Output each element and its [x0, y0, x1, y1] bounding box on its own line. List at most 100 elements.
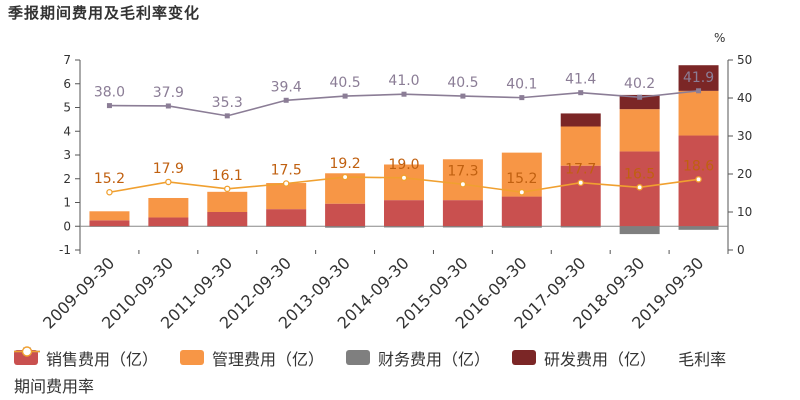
legend-item[interactable]: 管理费用（亿）: [180, 346, 324, 370]
data-label: 40.1: [506, 77, 537, 93]
series-marker: [400, 174, 408, 182]
data-label: 40.5: [447, 75, 478, 91]
bar-segment: [501, 196, 542, 227]
legend-label: 销售费用（亿）: [46, 349, 159, 369]
legend-item[interactable]: 期间费用率: [14, 346, 95, 397]
series-marker: [578, 90, 584, 96]
legend-line-swatch: [14, 346, 40, 357]
series-marker: [577, 179, 584, 186]
bar-segment: [266, 226, 307, 227]
bar-segment: [560, 165, 601, 227]
legend-swatch: [346, 350, 371, 365]
bar-segment: [619, 226, 660, 235]
y-left-tick-label: -1: [59, 243, 71, 257]
bar-segment: [501, 226, 542, 228]
data-label: 17.5: [271, 163, 302, 179]
y-right-tick-label: 40: [737, 91, 752, 105]
bar-segment: [148, 197, 189, 218]
y-right-tick-label: 50: [737, 53, 752, 67]
bar-segment: [325, 226, 366, 228]
legend-swatch: [512, 350, 537, 365]
series-marker: [695, 176, 702, 183]
series-marker: [342, 93, 348, 99]
data-label: 17.3: [447, 163, 478, 179]
legend-row: 期间费用率: [14, 346, 794, 398]
series-marker: [460, 93, 466, 99]
series-marker: [636, 184, 643, 191]
y-left-tick-label: 4: [63, 124, 71, 138]
bar-segment: [148, 226, 189, 227]
chart-title: 季报期间费用及毛利率变化: [8, 4, 201, 22]
expense-margin-chart: -10123456701020304050%2009-09-302010-09-…: [39, 31, 752, 333]
y-right-tick-label: 30: [737, 129, 752, 143]
bar-segment: [678, 226, 719, 230]
data-label: 18.6: [683, 158, 714, 174]
bar-segment: [384, 164, 424, 201]
series-marker: [224, 113, 230, 119]
bar-segment: [678, 90, 719, 136]
bar-segment: [442, 200, 483, 227]
data-label: 19.2: [330, 156, 361, 172]
series-marker: [165, 103, 171, 109]
legend-label: 研发费用（亿）: [544, 349, 657, 369]
bar-segment: [442, 159, 483, 201]
series-marker: [341, 173, 349, 181]
legend-label: 管理费用（亿）: [212, 349, 325, 369]
series-marker: [696, 88, 702, 94]
data-label: 15.2: [506, 171, 537, 187]
bar-segment: [560, 126, 601, 166]
series-marker: [459, 181, 467, 188]
legend-row: 销售费用（亿） 管理费用（亿） 财务费用（亿） 研发费用（亿） 毛利率: [14, 344, 794, 371]
y-left-tick-label: 6: [63, 77, 71, 91]
data-label: 17.7: [565, 162, 596, 178]
y-right-tick-label: 10: [737, 205, 752, 219]
series-marker: [282, 180, 290, 187]
legend-label: 毛利率: [678, 349, 727, 369]
series-marker: [165, 178, 172, 186]
series-marker: [519, 95, 525, 101]
series-marker: [106, 188, 113, 196]
y-right-tick-label: 20: [737, 167, 752, 181]
bar-segment: [148, 217, 189, 227]
data-label: 15.2: [94, 171, 125, 187]
legend-item[interactable]: 财务费用（亿）: [346, 346, 490, 370]
data-label: 41.4: [565, 72, 596, 88]
bar-segment: [619, 94, 660, 110]
bar-segment: [207, 191, 248, 212]
bar-segment: [560, 226, 601, 228]
data-label: 17.9: [153, 161, 184, 177]
legend: 销售费用（亿） 管理费用（亿） 财务费用（亿） 研发费用（亿） 毛利率 期间费用率: [14, 344, 794, 398]
series-marker: [518, 188, 526, 196]
series-marker: [283, 97, 289, 103]
data-label: 40.5: [330, 75, 361, 91]
legend-label: 期间费用率: [14, 376, 95, 396]
bar-segment: [266, 183, 307, 210]
y-left-tick-label: 2: [63, 172, 71, 186]
bar-segment: [384, 200, 424, 227]
legend-label: 财务费用（亿）: [378, 349, 491, 369]
legend-item[interactable]: 销售费用（亿）: [14, 346, 158, 370]
data-label: 41.0: [388, 73, 419, 89]
data-label: 40.2: [624, 76, 655, 92]
bar-segment: [619, 109, 660, 152]
data-label: 35.3: [212, 95, 243, 111]
legend-swatch: [14, 350, 38, 365]
y-left-tick-label: 3: [63, 148, 71, 162]
data-label: 38.0: [94, 85, 125, 101]
bar-segment: [384, 226, 424, 228]
bar-segment: [325, 203, 366, 227]
legend-item[interactable]: 毛利率: [14, 346, 727, 370]
bar-segment: [89, 220, 130, 227]
bar-segment: [89, 211, 130, 221]
data-label: 41.9: [683, 70, 714, 86]
series-marker: [637, 94, 643, 100]
bar-segment: [442, 226, 483, 228]
legend-item[interactable]: 研发费用（亿）: [512, 346, 656, 370]
y-left-tick-label: 7: [63, 53, 71, 67]
bar-segment: [266, 209, 307, 227]
bar-segment: [207, 226, 248, 227]
bar-segment: [89, 226, 130, 227]
y-left-tick-label: 0: [63, 219, 71, 233]
bar-segment: [207, 212, 248, 227]
data-label: 16.5: [624, 166, 655, 182]
